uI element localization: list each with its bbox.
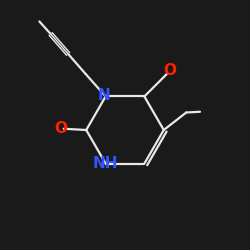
Text: O: O [164, 64, 176, 78]
Text: NH: NH [93, 156, 118, 171]
Text: O: O [54, 121, 67, 136]
Text: N: N [98, 88, 111, 103]
